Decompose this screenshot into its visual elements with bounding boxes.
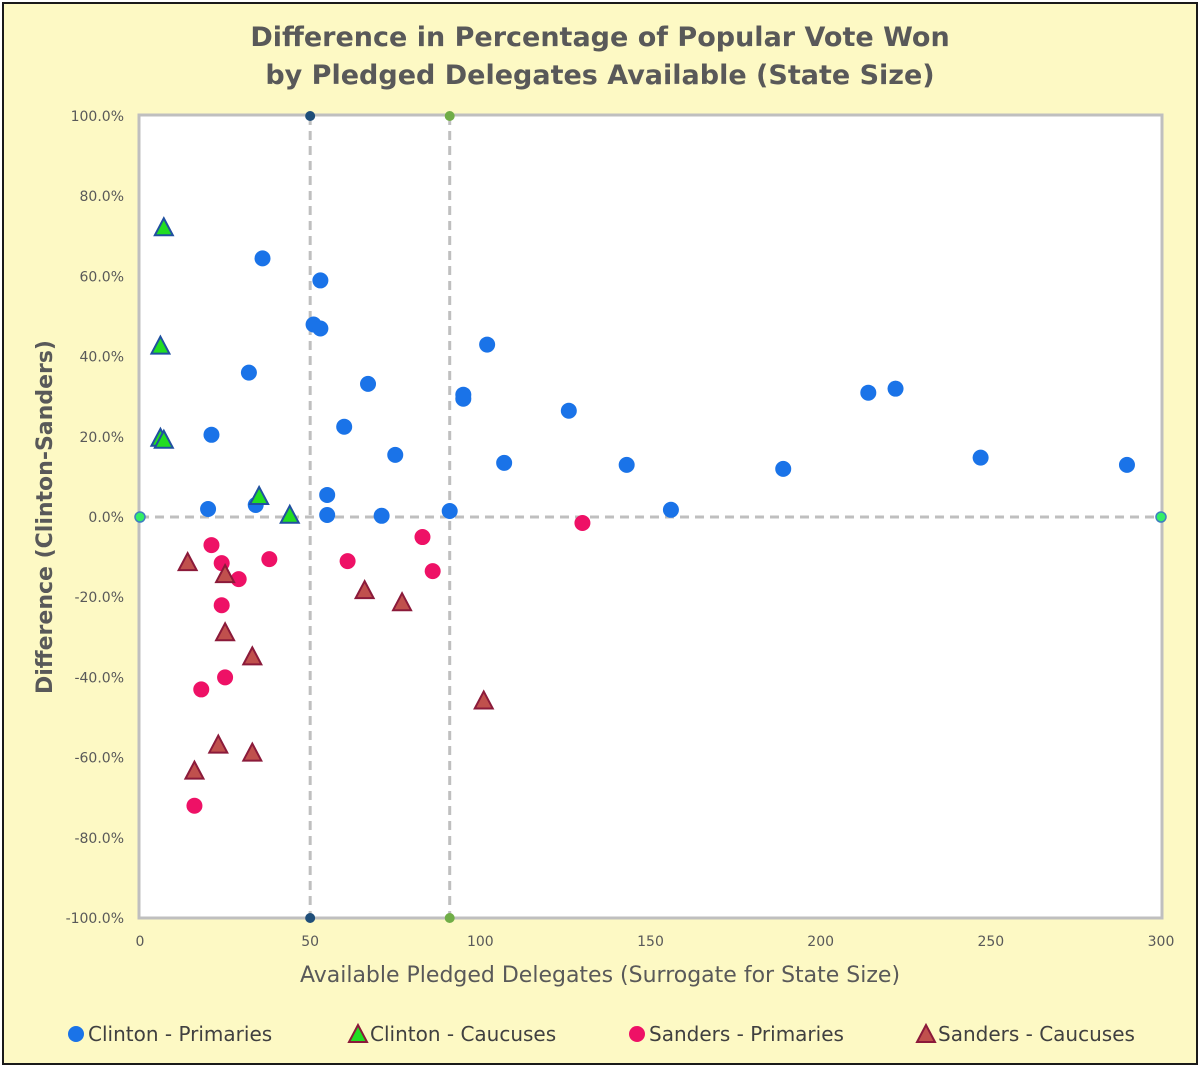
sanders-caucuses-point — [473, 689, 495, 710]
x-tick-label: 200 — [807, 934, 834, 950]
y-tick-label: -20.0% — [74, 590, 124, 606]
y-tick-label: -40.0% — [74, 670, 124, 686]
sanders-caucuses-point — [207, 733, 229, 754]
sanders-primaries-point — [203, 537, 220, 554]
sanders-caucuses-point — [176, 550, 199, 572]
ref-line-end-marker — [444, 913, 455, 923]
sanders-primaries-point — [230, 571, 247, 588]
ref-line-end-marker — [1155, 511, 1167, 523]
sanders-primaries-point — [424, 563, 441, 580]
sanders-primaries-point — [414, 529, 431, 546]
clinton-primaries-point — [496, 454, 513, 471]
clinton-caucuses-point — [153, 216, 175, 237]
reference-lines — [134, 111, 1167, 923]
clinton-primaries-point — [336, 418, 353, 435]
x-tick-label: 100 — [467, 934, 494, 950]
legend-label: Sanders - Caucuses — [938, 1022, 1135, 1046]
ref-line-end-marker — [134, 511, 146, 523]
x-tick-label: 300 — [1148, 934, 1175, 950]
x-axis-title: Available Pledged Delegates (Surrogate f… — [300, 963, 900, 988]
y-axis-title: Difference (Clinton-Sanders) — [33, 340, 58, 694]
clinton-primaries-point — [240, 364, 257, 381]
clinton-primaries-point — [319, 506, 336, 523]
clinton-primaries-point — [775, 460, 792, 477]
x-axis-ticks: 0 50 100 150 200 250 300 — [136, 934, 1175, 950]
sanders-primaries-point — [261, 551, 278, 568]
y-tick-label: 60.0% — [80, 269, 124, 285]
y-tick-label: 0.0% — [88, 510, 124, 526]
clinton-primaries-point — [479, 336, 496, 353]
clinton-primaries-point — [373, 507, 390, 524]
clinton-primaries-point — [203, 426, 220, 443]
sanders-caucuses-point — [353, 579, 376, 600]
legend-label: Sanders - Primaries — [649, 1022, 844, 1046]
ref-line-end-marker — [305, 111, 316, 121]
ref-line-end-marker — [305, 913, 316, 923]
y-axis-ticks: 100.0% 80.0% 60.0% 40.0% 20.0% 0.0% -20.0% -40.… — [66, 109, 124, 927]
chart-title-line-1: Difference in Percentage of Popular Vote… — [250, 22, 949, 53]
legend: Clinton - Primaries Clinton - Caucuses San… — [68, 1022, 1135, 1046]
sanders-primaries-point — [193, 681, 210, 698]
clinton-caucuses-point — [149, 334, 172, 355]
sanders-caucuses-point — [391, 591, 413, 612]
x-tick-label: 0 — [136, 934, 145, 950]
sanders-primaries-point — [339, 553, 356, 570]
clinton-primaries-point — [972, 449, 989, 466]
sanders-primaries-point — [217, 669, 234, 686]
clinton-primaries-point — [360, 375, 377, 392]
sanders-caucuses-point — [214, 563, 236, 584]
clinton-primaries-point — [560, 402, 577, 419]
clinton-primaries-point — [254, 250, 271, 267]
clinton-primaries-point — [319, 486, 336, 503]
clinton-primaries-point — [312, 272, 329, 289]
y-tick-label: -80.0% — [74, 831, 124, 847]
y-tick-label: 40.0% — [80, 350, 124, 366]
legend-marker-sanders-caucuses — [915, 1022, 937, 1043]
clinton-caucuses-point — [153, 428, 175, 449]
sanders-primaries-point — [186, 797, 203, 814]
legend-marker-clinton-primaries — [68, 1026, 84, 1042]
legend-label: Clinton - Caucuses — [370, 1022, 556, 1046]
x-tick-label: 50 — [301, 934, 319, 950]
clinton-primaries-point — [200, 500, 217, 517]
clinton-primaries-point — [618, 456, 635, 473]
sanders-primaries-point — [213, 597, 230, 614]
sanders-primaries-point — [574, 515, 591, 532]
clinton-primaries-point — [887, 380, 904, 397]
legend-marker-sanders-primaries — [629, 1026, 645, 1042]
clinton-caucuses-point — [279, 503, 301, 524]
clinton-primaries-point — [662, 501, 679, 518]
y-tick-label: 80.0% — [80, 189, 124, 205]
x-tick-label: 150 — [637, 934, 664, 950]
y-tick-label: -100.0% — [66, 911, 124, 927]
clinton-primaries-point — [455, 386, 472, 403]
y-tick-label: 100.0% — [71, 109, 124, 125]
sanders-caucuses-point — [241, 645, 263, 666]
clinton-primaries-point — [441, 502, 458, 519]
clinton-caucuses-point — [248, 484, 270, 505]
data-points — [149, 216, 1135, 814]
ref-line-end-marker — [444, 111, 455, 121]
x-tick-label: 250 — [977, 934, 1004, 950]
sanders-caucuses-point — [241, 741, 263, 762]
y-tick-label: -60.0% — [74, 751, 124, 767]
legend-marker-clinton-caucuses — [347, 1022, 369, 1043]
clinton-primaries-point — [860, 384, 877, 401]
chart-title-line-2: by Pledged Delegates Available (State Si… — [265, 60, 934, 91]
sanders-caucuses-point — [214, 621, 236, 642]
clinton-primaries-point — [1118, 456, 1135, 473]
sanders-caucuses-point — [183, 759, 206, 780]
y-tick-label: 20.0% — [80, 430, 124, 446]
clinton-primaries-point — [387, 446, 404, 463]
clinton-primaries-point — [312, 320, 329, 337]
legend-label: Clinton - Primaries — [88, 1022, 272, 1046]
